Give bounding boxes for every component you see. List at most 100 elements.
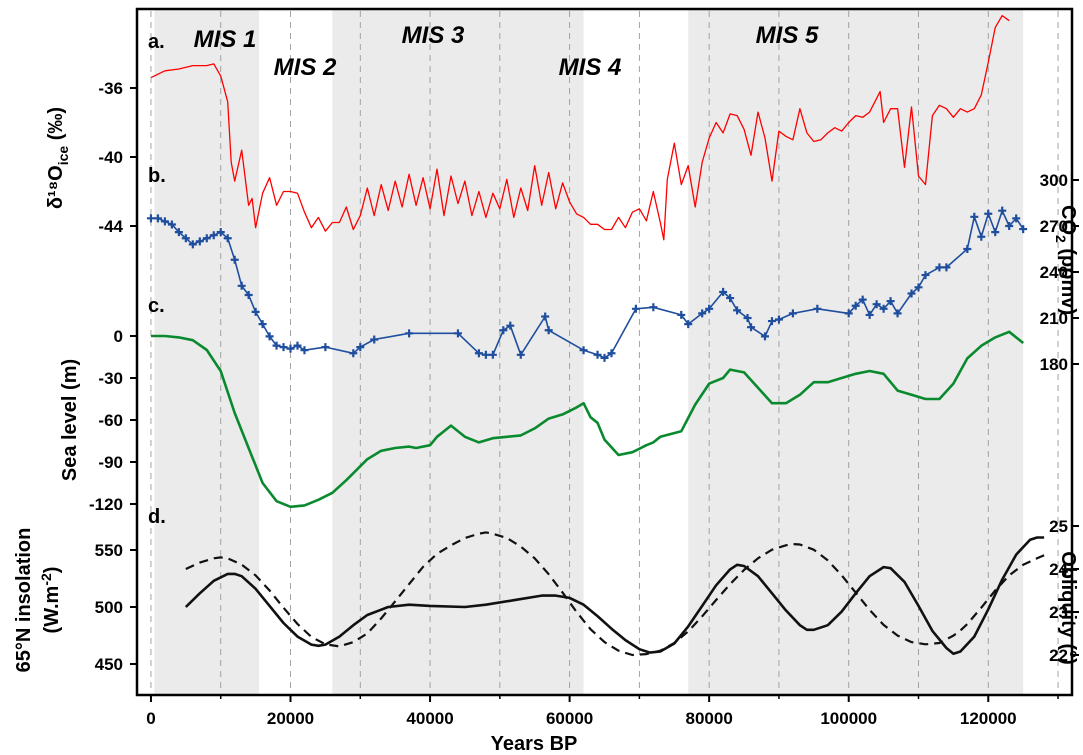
x-tick-label-3: 60000 — [546, 709, 593, 728]
stage-label-5: MIS 5 — [756, 22, 819, 49]
labels-group: MIS 1 MIS 2 MIS 3 MIS 4 MIS 5 a. b. c. d. — [148, 22, 819, 528]
c-tick-label-1: -30 — [98, 369, 123, 388]
co2-point-70 — [963, 245, 972, 253]
x-tick-label-0: 0 — [146, 709, 155, 728]
d-tick-label-0: 450 — [95, 655, 123, 674]
co2-point-7 — [195, 237, 204, 246]
co2-point-45 — [698, 309, 707, 318]
stage-label-3: MIS 3 — [402, 22, 465, 49]
c-axis-label: Sea level (m) — [59, 359, 81, 481]
d-right-axis-label: Obliquity (°) — [1057, 551, 1079, 665]
co2-point-60 — [865, 310, 874, 319]
d-right-tick-label-2: 24 — [1049, 560, 1068, 579]
co2-point-29 — [474, 349, 483, 358]
co2-point-2 — [160, 217, 169, 226]
co2-point-71 — [970, 212, 979, 221]
co2-point-30 — [481, 350, 490, 359]
series-group — [146, 14, 1045, 657]
b-tick-label-4: 300 — [1040, 171, 1068, 190]
series-line-d18o — [150, 14, 1010, 241]
b-tick-label-1: 210 — [1040, 309, 1068, 328]
a-axis-label: δ¹⁸Oice (‰) — [45, 107, 71, 209]
b-axis-label-main: CO — [1057, 205, 1079, 235]
co2-point-62 — [879, 304, 888, 313]
panel-label-b: b. — [148, 165, 166, 187]
stage-label-2: MIS 2 — [274, 54, 337, 81]
x-axis-label: Years BP — [491, 733, 578, 755]
co2-point-3 — [167, 220, 176, 229]
co2-point-66 — [914, 283, 923, 292]
co2-point-22 — [300, 346, 309, 355]
co2-point-31 — [488, 350, 497, 359]
co2-point-59 — [858, 295, 867, 304]
a-tick-label-2: -44 — [98, 217, 123, 236]
co2-point-69 — [942, 263, 951, 272]
co2-point-5 — [181, 234, 190, 243]
co2-point-9 — [209, 231, 218, 240]
b-tick-label-0: 180 — [1040, 355, 1068, 374]
b-tick-label-2: 240 — [1040, 263, 1068, 282]
co2-point-11 — [223, 234, 232, 243]
co2-point-41 — [631, 304, 640, 313]
d-tick-label-1: 500 — [95, 598, 123, 617]
b-axis-label-sub: 2 — [1053, 235, 1069, 243]
co2-point-51 — [747, 323, 756, 332]
stage-label-1: MIS 1 — [194, 26, 257, 53]
co2-point-40 — [607, 349, 616, 358]
co2-point-16 — [258, 320, 267, 329]
panel-label-d: d. — [148, 506, 166, 528]
co2-point-19 — [279, 343, 288, 352]
b-axis-label: CO2 (ppmv) — [1053, 205, 1079, 315]
co2-point-15 — [251, 307, 260, 316]
co2-point-36 — [544, 326, 553, 335]
d-axis-label-line2: (W.m-2) — [38, 567, 63, 634]
co2-point-54 — [774, 315, 783, 324]
co2-point-55 — [788, 309, 797, 318]
co2-point-28 — [453, 329, 462, 338]
d-right-tick-label-3: 25 — [1049, 517, 1068, 536]
co2-point-77 — [1012, 214, 1021, 223]
d-tick-label-2: 550 — [95, 541, 123, 560]
co2-point-53 — [767, 317, 776, 326]
co2-point-75 — [998, 206, 1007, 215]
co2-point-14 — [244, 291, 253, 299]
d-axis-label-line2-main: (W.m — [41, 586, 63, 634]
co2-point-26 — [370, 335, 379, 344]
b-tick-label-3: 270 — [1040, 217, 1068, 236]
stage-label-4: MIS 4 — [559, 54, 622, 81]
co2-point-34 — [516, 350, 525, 359]
axes-group: 0 20000 40000 60000 80000 100000 120000 Years B… — [13, 7, 1079, 755]
co2-point-49 — [733, 306, 742, 315]
co2-point-13 — [237, 281, 246, 290]
co2-point-43 — [677, 310, 686, 319]
co2-point-67 — [921, 271, 930, 280]
co2-point-63 — [886, 297, 895, 306]
co2-point-17 — [265, 332, 274, 341]
co2-point-74 — [991, 228, 1000, 237]
series-line-sea-level — [151, 330, 1025, 509]
a-tick-label-1: -40 — [98, 148, 123, 167]
co2-point-21 — [293, 341, 302, 350]
c-tick-label-3: -90 — [98, 453, 123, 472]
x-tick-label-4: 80000 — [686, 709, 733, 728]
co2-point-42 — [649, 303, 658, 312]
co2-point-73 — [984, 209, 993, 218]
co2-point-0 — [146, 214, 155, 223]
series-line-obliquity — [185, 531, 1045, 657]
a-axis-label-unit: (‰) — [45, 107, 67, 146]
co2-point-18 — [272, 341, 281, 350]
c-tick-label-0: 0 — [114, 327, 123, 346]
co2-point-47 — [719, 287, 728, 296]
co2-point-58 — [851, 301, 860, 310]
co2-point-10 — [216, 228, 225, 237]
co2-point-68 — [935, 263, 944, 272]
co2-point-27 — [405, 329, 414, 338]
co2-point-8 — [202, 234, 211, 243]
co2-point-25 — [356, 343, 365, 352]
co2-point-61 — [872, 300, 881, 309]
co2-point-12 — [230, 255, 239, 264]
co2-point-6 — [188, 240, 197, 249]
co2-point-46 — [705, 304, 714, 313]
co2-point-65 — [907, 289, 916, 298]
